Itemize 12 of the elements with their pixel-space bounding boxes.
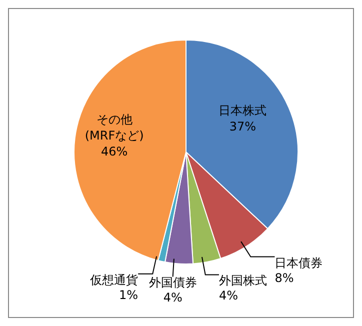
slice-label: その他 (MRFなど) [84,112,144,142]
slice-label: 日本債券 [274,256,323,270]
data-label: 46% [100,144,128,158]
slice-label: 仮想通貨 [89,272,138,287]
data-label: 1% [119,288,138,302]
data-label: 4% [163,290,182,305]
data-label: 37% [229,120,256,134]
slice-label: 日本株式 [218,104,267,118]
data-label: 4% [218,288,238,303]
slice-label: 外国債券 [148,276,197,290]
data-label: 8% [274,270,294,285]
slice-label: 外国株式 [218,274,267,288]
